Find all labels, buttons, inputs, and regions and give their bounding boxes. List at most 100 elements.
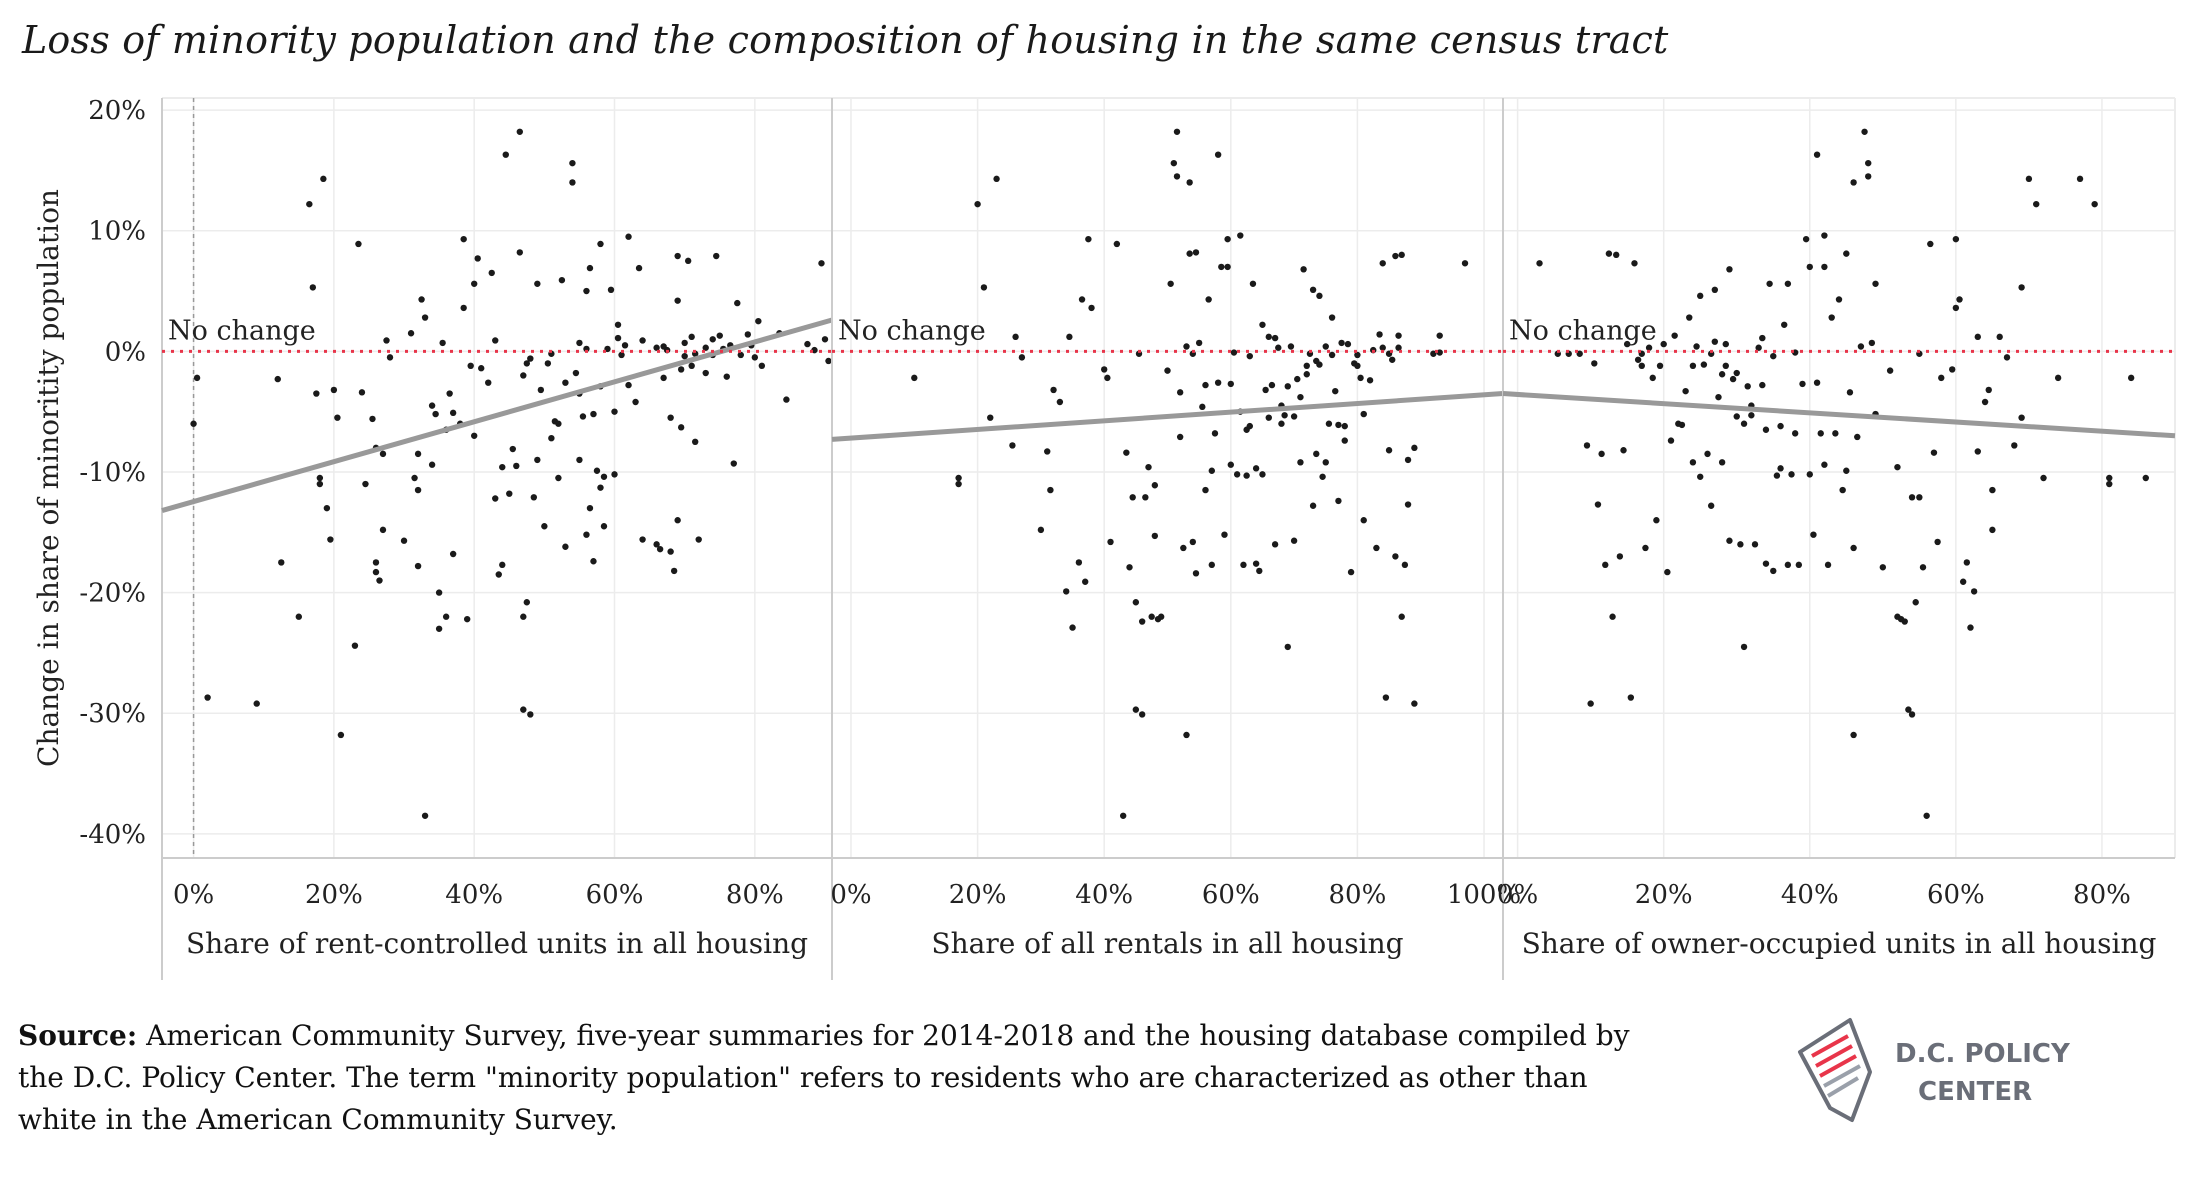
data-point xyxy=(695,536,702,543)
data-point xyxy=(1791,430,1799,437)
data-point xyxy=(1781,321,1788,328)
data-point xyxy=(1974,448,1981,455)
data-point xyxy=(513,462,520,470)
data-point xyxy=(583,345,590,353)
data-point xyxy=(1733,413,1740,420)
data-point xyxy=(555,474,562,482)
data-point xyxy=(1802,235,1810,243)
data-point xyxy=(1075,559,1083,566)
data-point xyxy=(1678,421,1686,429)
data-point xyxy=(1912,599,1919,606)
data-point xyxy=(1107,538,1114,546)
data-point xyxy=(1290,537,1298,544)
data-point xyxy=(1063,588,1070,595)
data-point xyxy=(1872,280,1879,287)
data-point xyxy=(1930,449,1938,456)
data-point xyxy=(428,402,436,409)
data-point xyxy=(2003,354,2011,361)
data-point xyxy=(1828,314,1835,321)
data-point xyxy=(1901,618,1908,625)
data-point xyxy=(1919,564,1927,571)
data-point xyxy=(1733,369,1740,377)
data-point xyxy=(1722,362,1729,370)
data-point xyxy=(600,473,608,480)
data-point xyxy=(1221,531,1228,538)
data-point xyxy=(548,434,555,442)
x-tick-label: 40% xyxy=(1075,880,1133,910)
logo-line1: D.C. POLICY xyxy=(1895,1039,2071,1069)
data-point xyxy=(470,432,478,439)
x-tick-label: 60% xyxy=(586,880,644,910)
data-point xyxy=(309,284,317,291)
data-point xyxy=(1623,340,1631,348)
data-point xyxy=(446,390,453,397)
data-point xyxy=(1707,502,1715,509)
x-tick-label: 20% xyxy=(949,880,1007,910)
data-point xyxy=(1142,494,1149,501)
x-tick-label: 80% xyxy=(2073,880,2131,910)
data-point xyxy=(421,314,429,321)
data-point xyxy=(2033,200,2040,208)
data-point xyxy=(1303,362,1310,370)
data-point xyxy=(1613,251,1620,259)
data-point xyxy=(1373,544,1380,552)
data-point xyxy=(1671,332,1678,339)
data-point xyxy=(611,408,618,415)
data-point xyxy=(1461,260,1469,267)
data-point xyxy=(1905,706,1912,713)
data-point xyxy=(1341,437,1348,444)
data-point xyxy=(1664,568,1671,576)
data-point xyxy=(1123,449,1130,456)
data-point xyxy=(1246,352,1253,360)
data-point xyxy=(520,372,527,379)
data-point xyxy=(2106,480,2113,488)
data-point xyxy=(432,410,439,418)
x-tick-label: 40% xyxy=(1781,880,1839,910)
data-point xyxy=(625,381,632,389)
data-point xyxy=(1700,361,1708,368)
data-point xyxy=(621,342,629,349)
data-point xyxy=(1857,343,1865,350)
data-point xyxy=(372,559,380,566)
data-point xyxy=(1602,561,1609,569)
data-point xyxy=(1436,332,1443,339)
data-point xyxy=(1132,706,1140,713)
data-point xyxy=(537,386,545,394)
y-axis-title: Change in share of minoritity population xyxy=(32,189,65,767)
data-point xyxy=(1934,538,1941,546)
data-point xyxy=(1693,343,1700,350)
data-point xyxy=(681,352,688,360)
data-point xyxy=(632,398,639,406)
data-point xyxy=(1981,398,1989,406)
data-point xyxy=(327,536,334,543)
source-label: Source: xyxy=(18,1019,138,1052)
data-point xyxy=(1850,179,1857,186)
data-point xyxy=(1689,459,1697,466)
data-point xyxy=(442,613,450,620)
data-point xyxy=(274,375,281,383)
data-point xyxy=(1180,544,1187,552)
data-point xyxy=(1989,486,1996,494)
data-point xyxy=(2127,374,2135,382)
data-point xyxy=(1762,560,1770,567)
data-point xyxy=(1821,232,1828,239)
x-axis-title: Share of all rentals in all housing xyxy=(931,927,1403,960)
data-point xyxy=(758,362,766,370)
data-point xyxy=(1211,430,1219,437)
data-point xyxy=(1297,393,1304,401)
data-point xyxy=(590,410,597,418)
data-point xyxy=(1667,437,1675,444)
data-point xyxy=(449,409,457,417)
data-point xyxy=(1335,421,1342,429)
chart-area: No change 0% 20% 40% 60% 80% Share of rent-con… xyxy=(32,96,2176,980)
data-point xyxy=(744,331,752,338)
x-axis-title: Share of rent-controlled units in all ho… xyxy=(186,927,808,960)
data-point xyxy=(1704,450,1711,458)
data-point xyxy=(1252,560,1260,567)
data-point xyxy=(1208,467,1216,474)
data-point xyxy=(1214,379,1222,386)
data-point xyxy=(414,450,422,458)
data-point xyxy=(681,339,688,347)
data-point xyxy=(1309,286,1317,294)
data-point xyxy=(818,260,825,267)
